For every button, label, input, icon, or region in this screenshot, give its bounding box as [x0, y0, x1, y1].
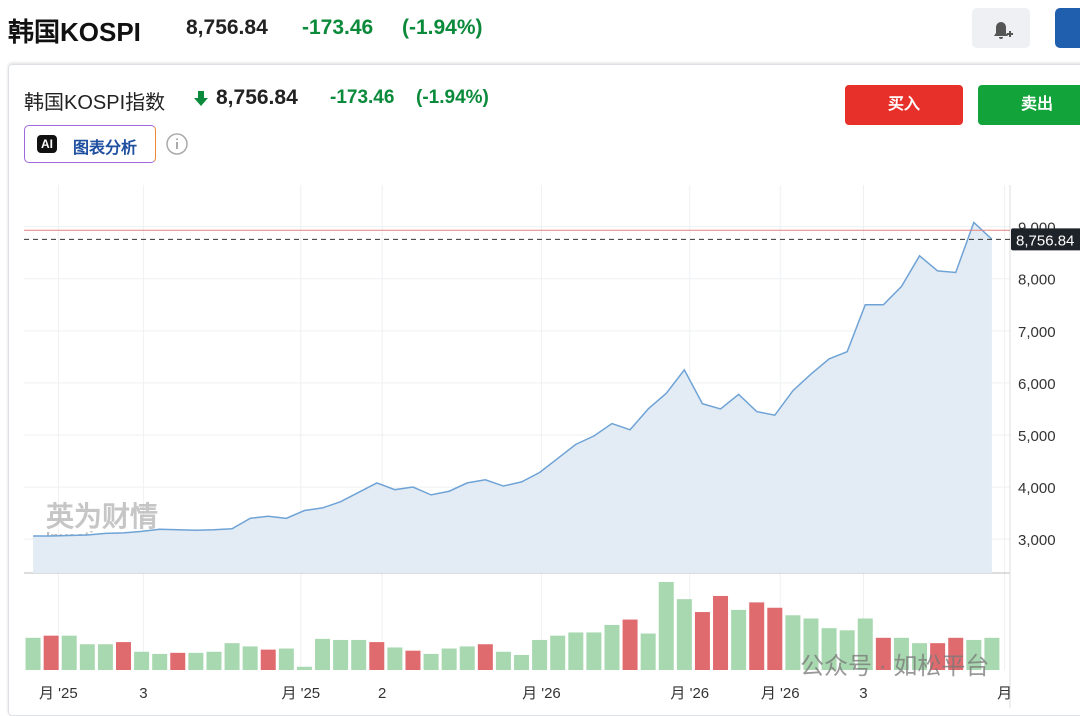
- down-arrow: [194, 91, 208, 106]
- volume-bar: [25, 637, 41, 670]
- x-tick-label: 3: [859, 685, 867, 702]
- x-tick-label: 月 '25: [39, 685, 78, 702]
- change-pct: (-1.94%): [402, 16, 483, 39]
- volume-bar: [966, 639, 982, 670]
- page-title: 韩国KOSPI: [8, 17, 141, 47]
- volume-bar: [586, 632, 602, 670]
- ai-badge: AI: [37, 135, 57, 153]
- volume-bar: [333, 639, 349, 670]
- volume-bar: [116, 642, 132, 670]
- volume-bar: [495, 651, 511, 670]
- price: 8,756.84: [186, 16, 268, 39]
- volume-bar: [278, 648, 294, 670]
- volume-bar: [640, 633, 656, 670]
- volume-bar: [912, 643, 928, 670]
- volume-bar: [134, 651, 150, 670]
- y-tick-label: 8,000: [1018, 272, 1056, 289]
- x-tick-label: 3: [139, 685, 147, 702]
- volume-bar: [803, 618, 819, 670]
- volume-bar: [79, 644, 95, 670]
- panel-title: 韩国KOSPI指数: [24, 92, 166, 114]
- volume-bar: [405, 650, 421, 670]
- volume-bar: [296, 666, 312, 670]
- ai-label: 图表分析: [73, 140, 138, 157]
- change: -173.46: [302, 16, 374, 39]
- volume-bar: [61, 635, 77, 670]
- area-fill: [33, 222, 992, 573]
- x-tick-label: 月 '26: [761, 685, 800, 702]
- x-tick-label: 月 '26: [670, 685, 709, 702]
- volume-bar: [423, 653, 439, 670]
- volume-bar: [875, 637, 891, 670]
- volume-bar: [948, 637, 964, 670]
- volume-bar: [441, 648, 457, 670]
- y-tick-label: 5,000: [1018, 428, 1056, 445]
- volume-bar: [170, 652, 186, 670]
- volume-bar: [694, 612, 710, 670]
- watermark-brand: 英为财情: [46, 501, 158, 532]
- volume-bar: [260, 649, 276, 670]
- y-tick-label: 7,000: [1018, 324, 1056, 341]
- volume-bar: [984, 637, 1000, 670]
- x-tick-label: 月 '26: [522, 685, 561, 702]
- volume-bar: [459, 646, 475, 670]
- panel-change: -173.46: [330, 87, 395, 108]
- panel-price: 8,756.84: [216, 86, 298, 109]
- volume-bar: [188, 652, 204, 670]
- volume-bar: [731, 609, 747, 670]
- alert-button[interactable]: [972, 8, 1030, 48]
- volume-bar: [622, 619, 638, 670]
- last-price-label: 8,756.84: [1016, 232, 1074, 249]
- volume-bar: [658, 582, 674, 670]
- volume-bar: [351, 639, 367, 670]
- watermark-wechat: 公众号 · 如松平台: [800, 653, 989, 680]
- volume-bar: [767, 607, 783, 670]
- volume-bar: [532, 639, 548, 670]
- volume-bar: [387, 647, 403, 670]
- volume-bar: [568, 632, 584, 670]
- info-icon[interactable]: [165, 132, 189, 156]
- volume-bar: [821, 628, 837, 670]
- y-tick-label: 6,000: [1018, 376, 1056, 393]
- volume-bar: [713, 595, 729, 670]
- volume-bar: [893, 637, 909, 670]
- volume-bar: [839, 630, 855, 670]
- volume-bar: [477, 644, 493, 670]
- y-tick-label: 4,000: [1018, 480, 1056, 497]
- volume-bar: [206, 651, 222, 670]
- y-tick-label: 3,000: [1018, 532, 1056, 549]
- x-tick-label: 月 '25: [281, 685, 320, 702]
- buy-button[interactable]: 买入: [845, 85, 963, 125]
- volume-bar: [152, 653, 168, 670]
- volume-bar: [550, 635, 566, 670]
- volume-bar: [857, 618, 873, 670]
- volume-bar: [604, 624, 620, 670]
- volume-bar: [676, 599, 692, 670]
- sell-button[interactable]: 卖出: [978, 85, 1080, 125]
- bell-icon: [994, 22, 1013, 39]
- price-line: [33, 221, 993, 537]
- volume-bar: [785, 615, 801, 670]
- last-price-tag: [1011, 228, 1080, 251]
- volume-bar: [369, 642, 385, 670]
- volume-bar: [97, 644, 113, 670]
- volume-bar: [242, 646, 258, 670]
- x-tick-label: 2: [378, 685, 386, 702]
- volume-bar: [514, 654, 530, 670]
- x-tick-label: 月: [997, 685, 1012, 702]
- volume-bar: [43, 635, 59, 670]
- panel-change-pct: (-1.94%): [416, 87, 489, 108]
- volume-bar: [224, 643, 240, 670]
- ai-button[interactable]: AI 图表分析: [24, 125, 156, 163]
- volume-bar: [930, 643, 946, 670]
- volume-bar: [315, 638, 331, 670]
- volume-bar: [749, 602, 765, 670]
- watchlist-button[interactable]: [1055, 8, 1080, 48]
